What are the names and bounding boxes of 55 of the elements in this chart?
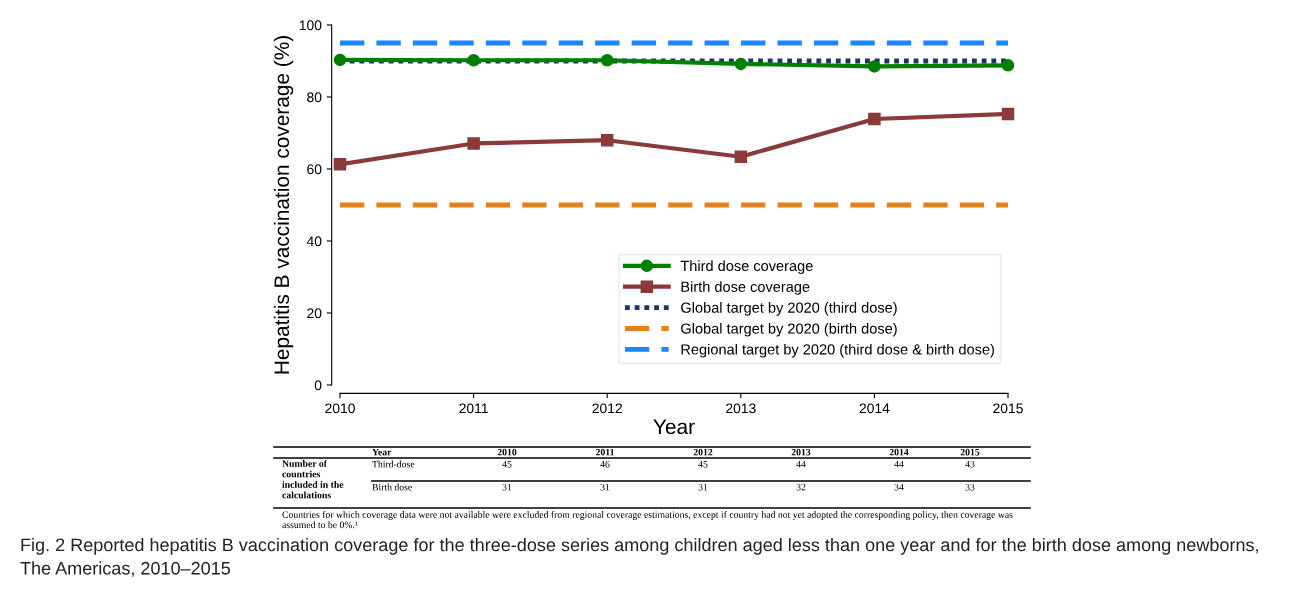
- legend-label: Global target by 2020 (third dose): [681, 302, 897, 316]
- point: [600, 54, 614, 67]
- point: [1001, 107, 1015, 121]
- point: [734, 57, 748, 71]
- y-tick-label: 60: [307, 164, 322, 175]
- text: 44: [796, 460, 806, 468]
- text: 34: [894, 483, 904, 491]
- y-tick-label: 40: [306, 236, 322, 247]
- y-tick-label: 0: [314, 380, 322, 391]
- text: 2015: [960, 448, 980, 456]
- y-tick-label: 80: [307, 92, 322, 103]
- text: 43: [965, 460, 975, 468]
- legend-label: Regional target by 2020 (third dose & birth dose): [681, 343, 994, 358]
- legend-label: Third dose coverage: [680, 260, 813, 274]
- x-tick-label: 2010: [325, 403, 355, 414]
- x-axis-title: Year: [653, 419, 695, 435]
- text: 45: [698, 460, 708, 468]
- text: 31: [502, 483, 512, 491]
- y-tick-label: 20: [307, 308, 322, 319]
- y-tick-label: 100: [299, 20, 322, 31]
- legend-label: Birth dose coverage: [681, 281, 810, 295]
- text: 32: [796, 483, 806, 491]
- x-tick-label: 2011: [459, 403, 488, 414]
- point: [868, 112, 881, 126]
- point: [467, 137, 480, 150]
- text: 2011: [595, 448, 614, 456]
- text: Year: [372, 448, 392, 456]
- text: 31: [698, 483, 708, 491]
- point: [333, 53, 347, 67]
- text: 2010: [497, 448, 517, 456]
- y-axis-title: Hepatitis B vaccination coverage (%): [273, 36, 294, 374]
- x-tick-label: 2013: [726, 403, 756, 414]
- legend-label: Global target by 2020 (birth dose): [681, 322, 897, 337]
- caption: Fig. 2 Reported hepatitis B vaccination coverage for the three-dose series among children aged less than one year and for the birth dose among newborns, The Americas, 2010–2015: [20, 538, 1258, 577]
- text: 45: [502, 460, 512, 468]
- point: [467, 54, 480, 67]
- text: Birth dose: [372, 483, 412, 491]
- text: 2014: [889, 448, 909, 456]
- text: Countries for which coverage data were not available were excluded from regional coverage estimations, except if country had not yet adopted the corresponding policy, then coverage was assumed to be 0%.¹: [282, 511, 1013, 529]
- point: [600, 133, 614, 147]
- x-tick-label: 2015: [993, 403, 1023, 414]
- text: 33: [965, 483, 975, 491]
- point: [333, 158, 347, 171]
- text: Third-dose: [372, 460, 415, 468]
- text: 2013: [791, 448, 811, 456]
- text: 44: [894, 460, 904, 468]
- x-tick-label: 2014: [859, 403, 890, 414]
- text: 31: [600, 483, 610, 491]
- text: 46: [600, 460, 610, 468]
- point: [1001, 59, 1015, 72]
- point: [868, 60, 881, 73]
- text: 2012: [693, 448, 713, 456]
- text: Number of countries included in the calculations: [282, 459, 344, 499]
- x-tick-label: 2012: [592, 403, 622, 414]
- point: [734, 150, 748, 164]
